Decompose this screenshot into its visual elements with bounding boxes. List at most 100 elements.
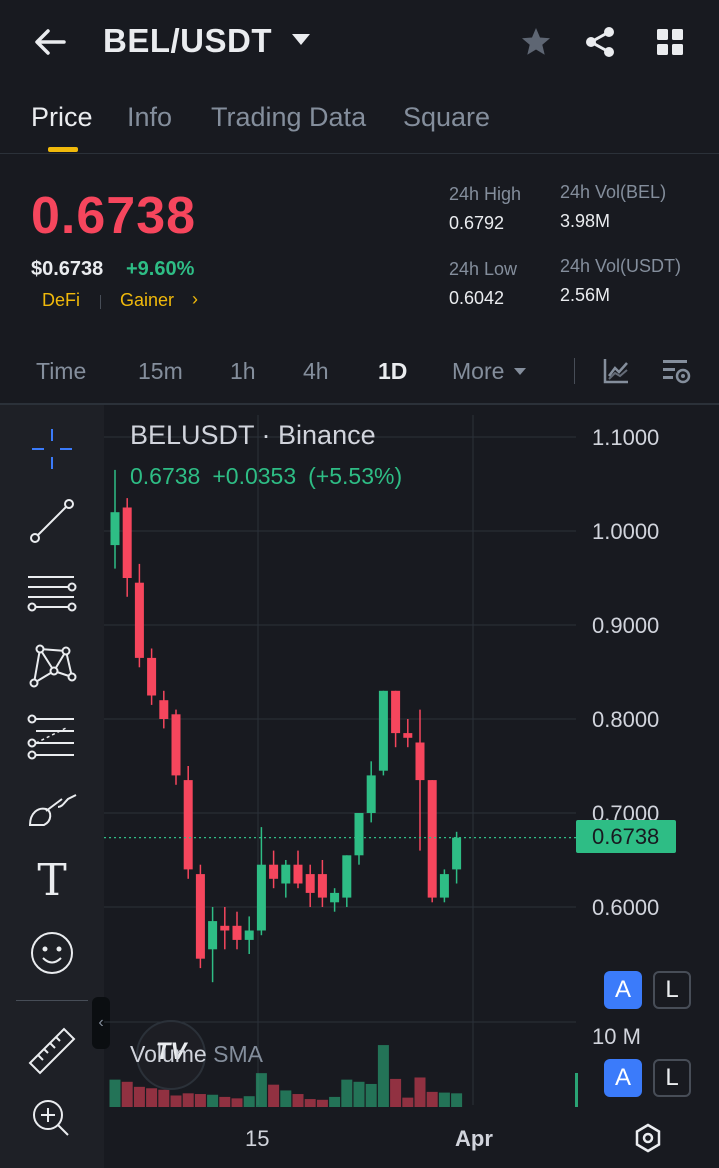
candlestick-chart[interactable] xyxy=(104,405,719,1168)
candle-body xyxy=(305,874,315,893)
chart-settings-icon[interactable] xyxy=(660,355,692,387)
ruler-icon[interactable] xyxy=(24,1023,80,1079)
last-price: 0.6738 xyxy=(31,187,197,245)
date-axis-label: 15 xyxy=(245,1126,270,1151)
volume-legend: Volume SMA xyxy=(130,1041,263,1068)
usd-price: $0.6738 xyxy=(31,258,104,280)
volume-bar xyxy=(231,1098,243,1107)
chevron-right-icon[interactable]: › xyxy=(192,289,198,309)
zoom-in-icon[interactable] xyxy=(24,1091,80,1147)
share-icon[interactable] xyxy=(582,24,618,60)
volume-bar xyxy=(341,1079,353,1107)
price-axis-label: 1.0000 xyxy=(592,519,660,544)
timeframe-1h[interactable]: 1h xyxy=(230,358,256,384)
volume-auto-scale-button[interactable]: A xyxy=(604,1059,642,1097)
volume-bar xyxy=(390,1078,402,1107)
timeframe-more[interactable]: More xyxy=(452,358,505,384)
fib-retracement-icon[interactable] xyxy=(24,709,80,765)
brush-icon[interactable] xyxy=(24,781,80,837)
timeframe-4h[interactable]: 4h xyxy=(303,358,329,384)
volume-bar xyxy=(219,1096,231,1107)
volume-bar xyxy=(207,1094,219,1107)
volume-bar xyxy=(121,1081,133,1107)
divider xyxy=(0,153,719,154)
volume-bar xyxy=(365,1083,377,1107)
tab-square[interactable]: Square xyxy=(403,102,491,132)
timeframe-1d[interactable]: 1D xyxy=(378,358,408,384)
date-axis-label: Apr xyxy=(455,1126,493,1151)
stat-vol-base-value: 3.98M xyxy=(560,211,611,231)
tag-gainer[interactable]: Gainer xyxy=(120,290,175,310)
volume-bar xyxy=(402,1097,414,1107)
caret-down-icon[interactable] xyxy=(514,368,526,375)
volume-bar xyxy=(451,1093,463,1107)
stat-low-label: 24h Low xyxy=(449,259,518,279)
back-arrow-icon[interactable] xyxy=(30,22,70,62)
ohlc-legend: 0.6738 +0.0353 (+5.53%) xyxy=(130,463,414,490)
drawing-toolbar: T xyxy=(0,405,104,1168)
volume-bar xyxy=(353,1081,365,1107)
candle-body xyxy=(220,925,230,931)
volume-log-scale-button[interactable]: L xyxy=(653,1059,691,1097)
stat-vol-quote-value: 2.56M xyxy=(560,285,611,305)
tab-info[interactable]: Info xyxy=(127,102,173,132)
chart-area[interactable] xyxy=(104,405,719,1168)
emoji-icon[interactable] xyxy=(24,925,80,981)
candle-body xyxy=(256,864,266,931)
stat-high-value: 0.6792 xyxy=(449,213,505,233)
timeframe-time[interactable]: Time xyxy=(36,358,87,384)
timeframe-15m[interactable]: 15m xyxy=(138,358,183,384)
volume-axis-label: 10 M xyxy=(592,1024,641,1049)
volume-label: Volume xyxy=(130,1041,207,1067)
candle-body xyxy=(171,714,181,776)
caret-down-icon[interactable] xyxy=(292,34,310,45)
pair-title[interactable]: BEL/USDT xyxy=(103,22,272,59)
candle-body xyxy=(208,921,218,950)
volume-bar xyxy=(377,1045,389,1107)
tab-price[interactable]: Price xyxy=(31,102,93,132)
volume-bar xyxy=(133,1086,145,1107)
top-bar: BEL/USDT xyxy=(0,0,719,84)
candle-body xyxy=(415,742,425,781)
candle-body xyxy=(134,582,144,658)
current-price-marker: 0.6738 xyxy=(576,820,676,853)
candle-body xyxy=(293,864,303,884)
tradingview-logo[interactable]: TV xyxy=(136,1020,206,1090)
volume-bar xyxy=(292,1094,304,1107)
trend-line-icon[interactable] xyxy=(24,493,80,549)
candle-body xyxy=(195,874,205,959)
tag-divider xyxy=(100,295,101,309)
candle-body xyxy=(366,775,376,813)
pattern-icon[interactable] xyxy=(24,637,80,693)
tag-defi[interactable]: DeFi xyxy=(42,290,81,310)
crosshair-icon[interactable] xyxy=(24,421,80,477)
price-axis-label: 0.8000 xyxy=(592,707,660,732)
active-tab-indicator xyxy=(48,147,78,152)
candle-body xyxy=(122,507,132,578)
volume-sma-label: SMA xyxy=(213,1041,263,1067)
volume-bar xyxy=(170,1095,182,1107)
candle-body xyxy=(281,864,291,884)
stat-vol-base-label: 24h Vol(BEL) xyxy=(560,182,667,202)
indicator-icon[interactable] xyxy=(600,355,632,387)
toolbar-collapse-handle[interactable]: ‹ xyxy=(92,997,110,1049)
volume-bar xyxy=(268,1084,280,1107)
tab-trading-data[interactable]: Trading Data xyxy=(211,102,367,132)
tradingview-logo-text: TV xyxy=(155,1038,187,1065)
volume-bar xyxy=(158,1089,170,1107)
divider xyxy=(0,403,719,405)
volume-bar xyxy=(255,1073,267,1107)
settings-hexagon-icon[interactable] xyxy=(632,1122,664,1154)
horizontal-lines-icon[interactable] xyxy=(24,565,80,621)
auto-scale-button[interactable]: A xyxy=(604,971,642,1009)
star-icon[interactable] xyxy=(518,24,554,60)
text-tool-icon[interactable]: T xyxy=(37,855,67,906)
candle-body xyxy=(232,925,242,940)
grid-icon[interactable] xyxy=(652,24,688,60)
change-percent: +9.60% xyxy=(126,258,195,280)
stat-high-label: 24h High xyxy=(449,184,522,204)
log-scale-button[interactable]: L xyxy=(653,971,691,1009)
ohlc-change: +0.0353 xyxy=(212,463,297,489)
volume-bar xyxy=(438,1092,450,1107)
toolbar-divider xyxy=(16,1000,88,1001)
